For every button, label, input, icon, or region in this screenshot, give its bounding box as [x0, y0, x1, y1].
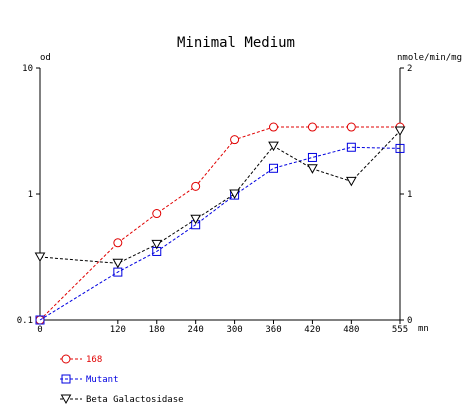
y-left-tick-label: 1 [28, 190, 33, 200]
legend-label: Beta Galactosidase [86, 395, 184, 405]
chart-title: Minimal Medium [177, 35, 295, 51]
legend-marker [60, 394, 72, 405]
series-line-0 [39, 126, 400, 321]
data-point-2 [229, 189, 240, 200]
legend-marker [61, 354, 71, 364]
series-line-2 [39, 130, 401, 264]
legend-label: Mutant [86, 375, 119, 385]
data-point-0 [346, 122, 356, 132]
data-point-1 [307, 152, 317, 162]
ticks-group: 0 120 180 240 300 360 420 480 555 0.1 1 10 0 1 2 [17, 64, 413, 335]
y-right-tick-label: 1 [407, 190, 412, 200]
legend-marker [61, 374, 71, 384]
data-point-2 [34, 252, 46, 263]
x-unit-label: mn [418, 324, 429, 334]
data-point-2 [151, 239, 163, 250]
data-point-2 [345, 176, 357, 187]
x-tick-label: 555 [392, 325, 408, 335]
y-left-tick-label: 10 [22, 64, 33, 74]
data-point-0 [230, 135, 240, 145]
data-point-0 [113, 238, 123, 248]
legend: 168 Mutant Beta Galactosidase [60, 354, 184, 405]
x-tick-label: 360 [265, 325, 281, 335]
data-point-2 [307, 164, 318, 174]
x-tick-label: 420 [304, 325, 320, 335]
x-tick-label: 180 [149, 325, 165, 335]
y-right-tick-label: 0 [407, 316, 412, 326]
x-tick-label: 480 [343, 325, 359, 335]
data-point-0 [152, 209, 162, 219]
data-point-1 [395, 143, 405, 153]
data-point-0 [307, 122, 317, 132]
x-tick-label: 240 [188, 325, 204, 335]
data-point-0 [269, 122, 279, 132]
y-left-tick-label: 0.1 [17, 316, 33, 326]
data-point-2 [112, 258, 124, 269]
y-right-tick-label: 2 [407, 64, 412, 74]
legend-label: 168 [86, 355, 102, 365]
data-point-1 [346, 142, 356, 152]
y-left-axis-label: od [40, 53, 51, 63]
data-point-2 [394, 126, 406, 137]
series-group [34, 122, 406, 325]
data-point-1 [35, 315, 45, 325]
data-point-2 [268, 141, 279, 152]
data-point-0 [191, 181, 201, 191]
series-line-1 [39, 146, 401, 321]
x-tick-label: 0 [37, 325, 42, 335]
y-right-axis-label: nmole/min/mg [397, 53, 462, 63]
data-point-1 [269, 163, 279, 173]
x-tick-label: 300 [226, 325, 242, 335]
data-point-2 [190, 214, 202, 225]
x-tick-label: 120 [110, 325, 126, 335]
